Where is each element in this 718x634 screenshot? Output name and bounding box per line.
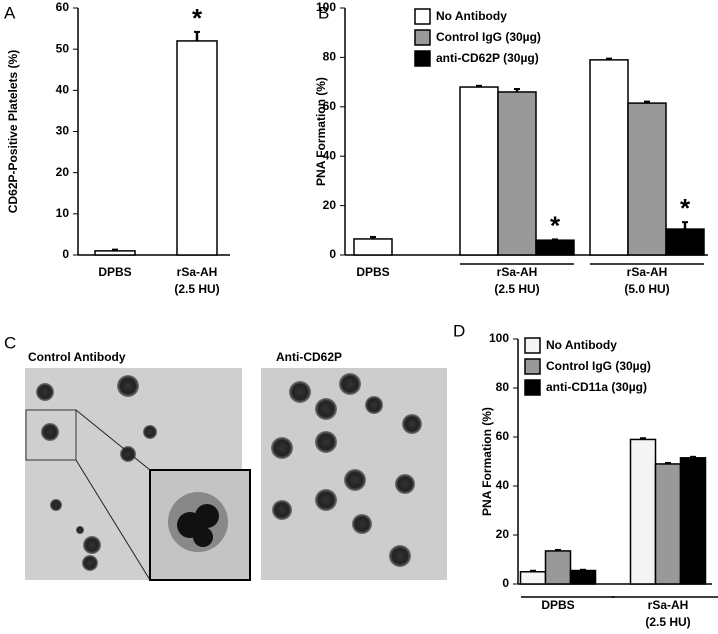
y-tick-label: 80 — [323, 50, 337, 64]
nucleus — [193, 527, 213, 547]
y-tick-label: 60 — [323, 99, 337, 113]
y-tick-label: 100 — [316, 0, 336, 14]
bar — [589, 59, 629, 256]
x-tick-label: rSa-AH — [648, 598, 689, 612]
zoom-line — [75, 409, 151, 471]
significance-marker: * — [550, 210, 561, 240]
bar — [497, 91, 537, 256]
y-tick-label: 60 — [56, 0, 70, 14]
x-tick-label: rSa-AH — [627, 265, 668, 279]
legend-label: anti-CD11a (30µg) — [546, 380, 647, 394]
y-tick-label: 10 — [56, 206, 70, 220]
bar — [544, 550, 572, 585]
x-tick-label: (2.5 HU) — [174, 282, 219, 296]
y-tick-label: 20 — [56, 165, 70, 179]
image-title: Control Antibody — [28, 350, 126, 364]
y-tick-label: 40 — [56, 83, 70, 97]
legend-label: No Antibody — [436, 9, 507, 23]
bar — [535, 239, 575, 256]
bar — [519, 571, 547, 585]
nucleus — [195, 504, 219, 528]
bar — [94, 250, 136, 256]
y-tick-label: 40 — [323, 148, 337, 162]
legend-swatch — [524, 337, 541, 354]
panel-label: D — [453, 321, 465, 340]
cells — [36, 375, 157, 571]
bar — [629, 438, 657, 585]
bar — [627, 102, 667, 256]
panel-label: A — [4, 3, 16, 22]
panel-label: B — [318, 3, 329, 22]
bar — [569, 569, 597, 585]
x-tick-label: DPBS — [541, 598, 574, 612]
x-tick-label: (2.5 HU) — [494, 282, 539, 296]
zoom-line — [75, 459, 151, 581]
y-tick-label: 20 — [496, 527, 510, 541]
legend-swatch — [414, 29, 431, 46]
legend-label: No Antibody — [546, 338, 617, 352]
image-title: Anti-CD62P — [276, 350, 342, 364]
y-tick-label: 60 — [496, 429, 510, 443]
bar — [353, 238, 393, 256]
y-tick-label: 40 — [496, 478, 510, 492]
legend-swatch — [414, 8, 431, 25]
bar — [176, 40, 218, 256]
legend-swatch — [524, 379, 541, 396]
y-tick-label: 0 — [62, 247, 69, 261]
bar — [654, 463, 682, 585]
legend-label: Control IgG (30µg) — [436, 30, 541, 44]
x-tick-label: (2.5 HU) — [645, 615, 690, 629]
bar — [459, 86, 499, 256]
y-axis-label: PNA Formation (%) — [314, 77, 328, 186]
significance-marker: * — [680, 193, 691, 223]
panel-label: C — [4, 333, 16, 352]
significance-marker: * — [192, 3, 203, 33]
legend-label: anti-CD62P (30µg) — [436, 51, 539, 65]
legend-label: Control IgG (30µg) — [546, 359, 651, 373]
y-tick-label: 80 — [496, 380, 510, 394]
cells — [271, 373, 422, 567]
zoom-box — [25, 409, 77, 461]
x-tick-label: DPBS — [98, 265, 131, 279]
y-tick-label: 30 — [56, 124, 70, 138]
y-tick-label: 100 — [489, 331, 509, 345]
y-tick-label: 50 — [56, 41, 70, 55]
micrograph-panel: C Control Antibody Anti-CD62P — [4, 333, 447, 581]
legend-swatch — [524, 358, 541, 375]
bar — [665, 228, 705, 256]
y-tick-label: 0 — [329, 247, 336, 261]
y-axis-label: PNA Formation (%) — [480, 407, 494, 516]
x-tick-label: (5.0 HU) — [624, 282, 669, 296]
y-axis-label: CD62P-Positive Platelets (%) — [6, 50, 20, 213]
bar — [679, 457, 707, 585]
y-tick-label: 20 — [323, 198, 337, 212]
x-tick-label: DPBS — [356, 265, 389, 279]
x-tick-label: rSa-AH — [177, 265, 218, 279]
x-tick-label: rSa-AH — [497, 265, 538, 279]
legend-swatch — [414, 50, 431, 67]
y-tick-label: 0 — [502, 576, 509, 590]
